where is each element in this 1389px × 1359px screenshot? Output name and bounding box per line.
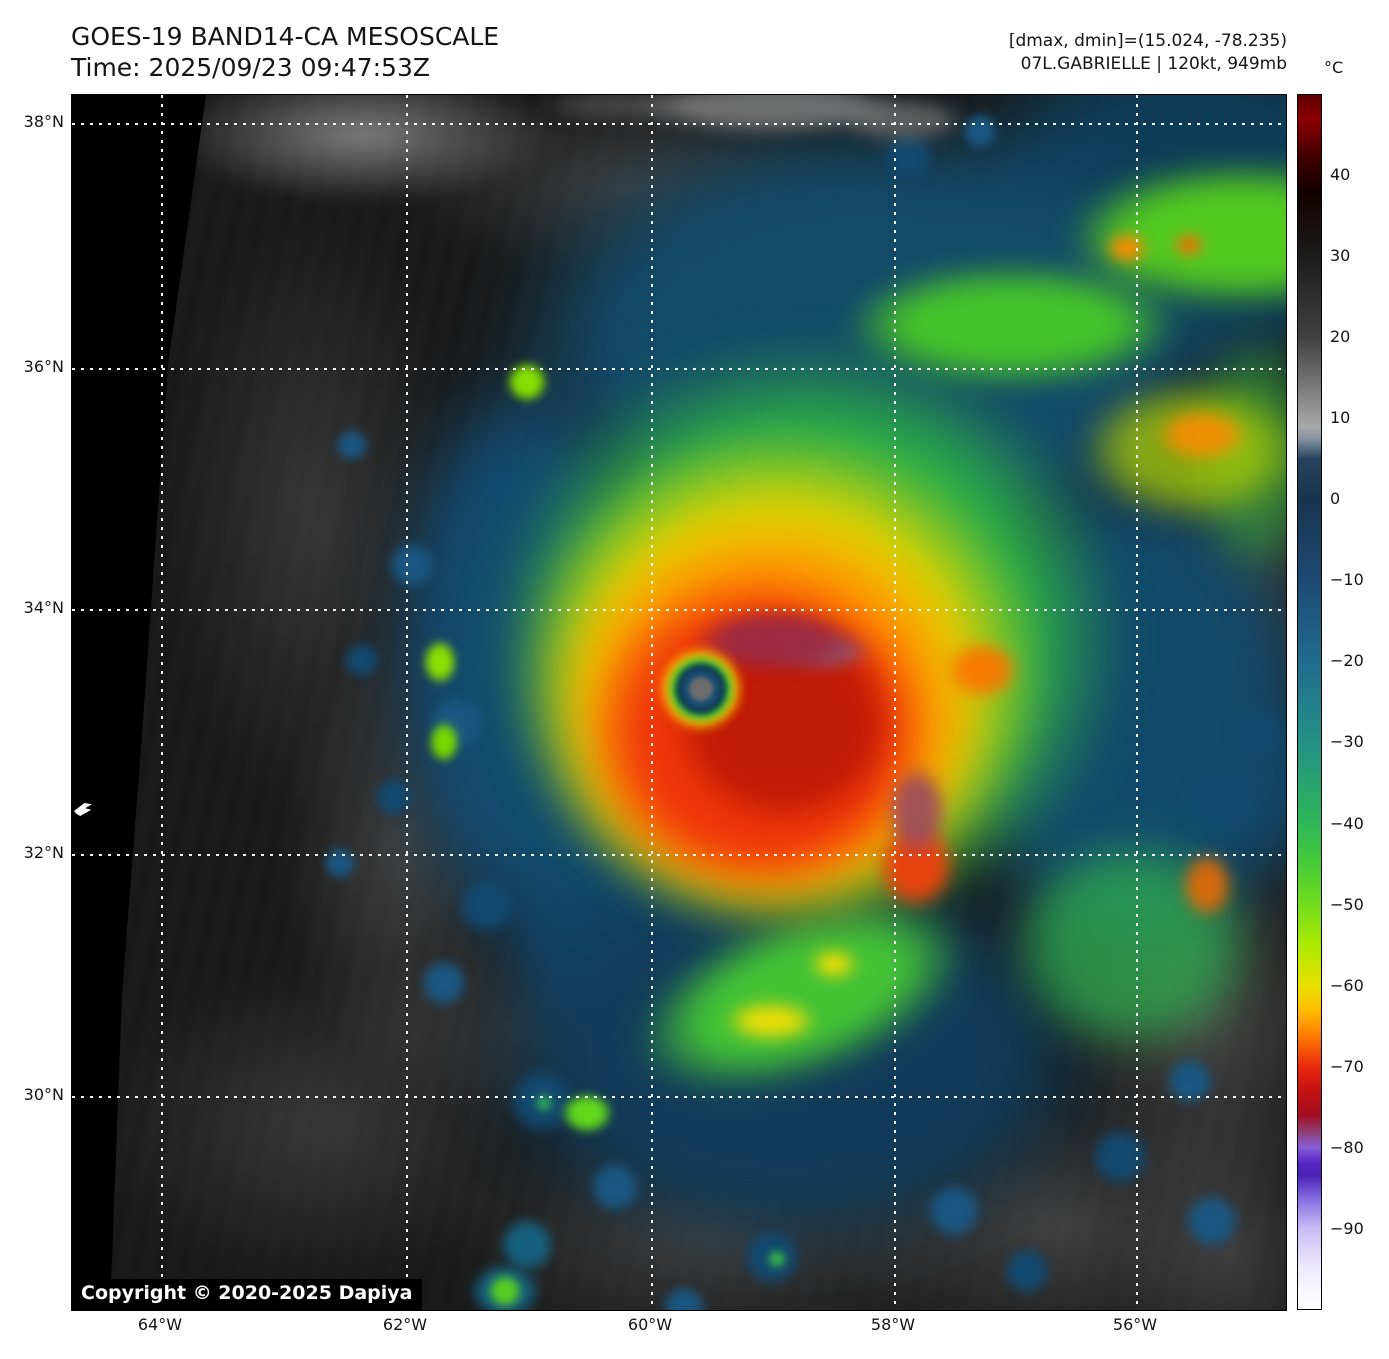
colorbar-tick-label: 20: [1330, 327, 1351, 346]
hurricane-eye-center: [686, 674, 716, 704]
lon-tick-label: 62°W: [382, 1315, 428, 1334]
range-annotation: [dmax, dmin]=(15.024, -78.235): [1008, 31, 1287, 51]
gridline-36n: [72, 368, 1286, 370]
colorbar-unit-label: °C: [1324, 58, 1344, 77]
gridline-62w: [406, 95, 408, 1310]
temperature-colorbar: [1297, 94, 1322, 1310]
satellite-imagery-panel: Copyright © 2020-2025 Dapiya: [71, 94, 1287, 1311]
storm-annotation: 07L.GABRIELLE | 120kt, 949mb: [1020, 54, 1287, 74]
lon-tick-label: 56°W: [1112, 1315, 1158, 1334]
lat-tick-label: 34°N: [23, 598, 64, 617]
colorbar-tick-label: 30: [1330, 246, 1351, 265]
gridline-32n: [72, 854, 1286, 856]
gridline-60w: [651, 95, 653, 1310]
lat-tick-label: 30°N: [23, 1085, 64, 1104]
colorbar-tick-label: 40: [1330, 165, 1351, 184]
lon-tick-label: 60°W: [627, 1315, 673, 1334]
figure-annotations: [dmax, dmin]=(15.024, -78.235) 07L.GABRI…: [1009, 30, 1287, 76]
colorbar-tick-label: −50: [1330, 895, 1364, 914]
colorbar-tick-label: 0: [1330, 489, 1341, 508]
gridline-34n: [72, 609, 1286, 611]
figure-title: GOES-19 BAND14-CA MESOSCALE: [71, 22, 500, 51]
colorbar-tick-label: −70: [1330, 1057, 1364, 1076]
copyright-badge: Copyright © 2020-2025 Dapiya: [72, 1279, 423, 1310]
lat-tick-label: 36°N: [23, 357, 64, 376]
gridline-58w: [894, 95, 896, 1310]
figure-title-block: GOES-19 BAND14-CA MESOSCALE Time: 2025/0…: [71, 21, 499, 83]
lon-tick-label: 64°W: [137, 1315, 183, 1334]
gridline-64w: [161, 95, 163, 1310]
lat-tick-label: 32°N: [23, 843, 64, 862]
colorbar-tick-label: −30: [1330, 732, 1364, 751]
colorbar-tick-label: −90: [1330, 1219, 1364, 1238]
colorbar-tick-label: −20: [1330, 651, 1364, 670]
lon-tick-label: 58°W: [870, 1315, 916, 1334]
colorbar-tick-label: −40: [1330, 814, 1364, 833]
gridline-56w: [1136, 95, 1138, 1310]
gridline-38n: [72, 123, 1286, 125]
colorbar-tick-label: 10: [1330, 408, 1351, 427]
lat-tick-label: 38°N: [23, 112, 64, 131]
colorbar-tick-label: −60: [1330, 976, 1364, 995]
colorbar-tick-label: −10: [1330, 570, 1364, 589]
figure-timestamp: Time: 2025/09/23 09:47:53Z: [71, 53, 430, 82]
gridline-30n: [72, 1096, 1286, 1098]
colorbar-tick-label: −80: [1330, 1138, 1364, 1157]
